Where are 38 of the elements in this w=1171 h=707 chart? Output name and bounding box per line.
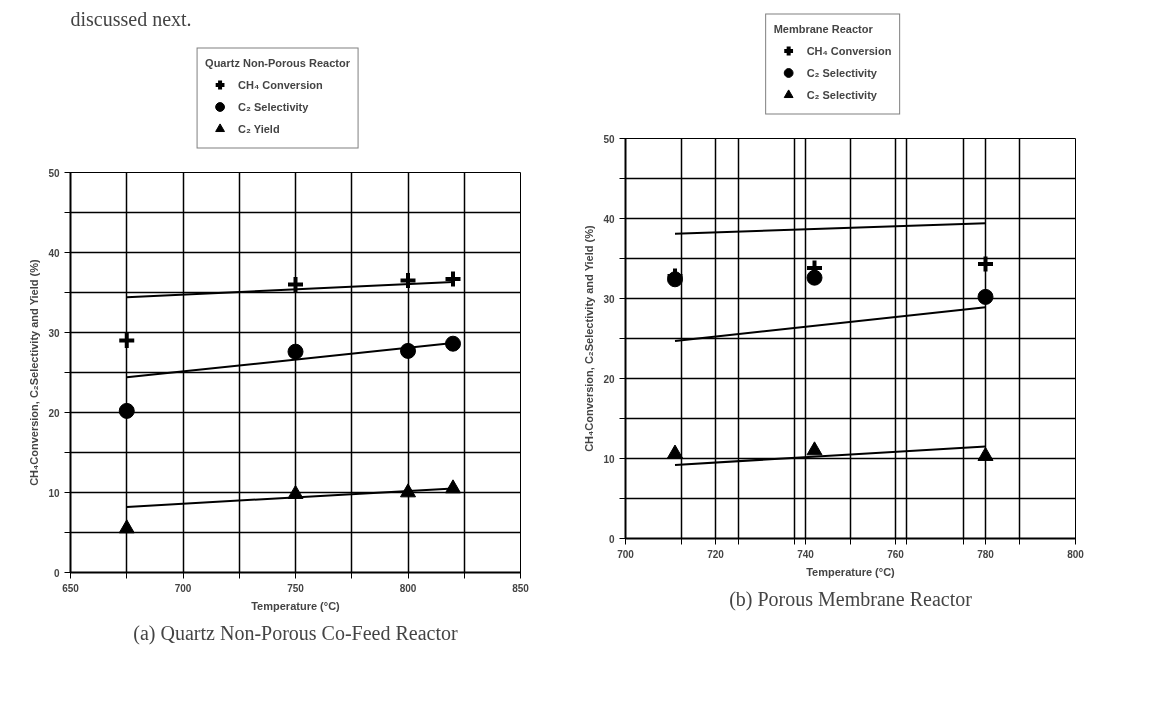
y-tick-label: 50 xyxy=(603,133,615,145)
x-tick-label: 800 xyxy=(399,582,417,594)
y-tick-label: 40 xyxy=(603,213,615,225)
legend-label: C₂ Selectivity xyxy=(806,87,877,103)
y-tick-label: 20 xyxy=(48,407,60,419)
y-tick-label: 30 xyxy=(48,327,60,339)
y-tick-label: 30 xyxy=(603,293,615,305)
x-tick-label: 720 xyxy=(707,548,725,560)
x-tick-label: 760 xyxy=(887,548,905,560)
y-tick-label: 50 xyxy=(48,167,60,179)
y-tick-label: 0 xyxy=(53,567,60,579)
y-tick-label: 0 xyxy=(608,533,615,545)
y-tick-label: 10 xyxy=(603,453,615,465)
x-tick-label: 700 xyxy=(174,582,192,594)
legend-label: CH₄ Conversion xyxy=(806,43,892,59)
legend-label: C₂ Selectivity xyxy=(238,99,309,115)
text: discussed next. xyxy=(70,7,192,30)
text: (a) Quartz Non-Porous Co-Feed Reactor xyxy=(133,621,459,645)
y-tick-label: 40 xyxy=(48,247,60,259)
x-tick-label: 750 xyxy=(287,582,305,594)
x-axis-title: Temperature (°C) xyxy=(806,565,896,578)
y-axis-title: CH₄Conversion, C₂Selectivity and Yield (%) xyxy=(28,259,41,486)
legend-label: CH₄ Conversion xyxy=(238,77,323,93)
legend-title: Quartz Non-Porous Reactor xyxy=(205,56,350,69)
x-axis-title: Temperature (°C) xyxy=(251,599,341,612)
x-tick-label: 650 xyxy=(62,582,80,594)
legend-title: Membrane Reactor xyxy=(773,22,874,35)
y-tick-label: 20 xyxy=(603,373,615,385)
x-tick-label: 740 xyxy=(797,548,815,560)
text: (b) Porous Membrane Reactor xyxy=(729,587,973,611)
legend-label: C₂ Selectivity xyxy=(806,65,877,81)
x-tick-label: 700 xyxy=(617,548,635,560)
y-axis-title: CH₄Conversion, C₂Selectivity and Yield (%) xyxy=(583,225,596,452)
x-tick-label: 850 xyxy=(512,582,530,594)
y-tick-label: 10 xyxy=(48,487,60,499)
x-tick-label: 800 xyxy=(1067,548,1085,560)
x-tick-label: 780 xyxy=(977,548,995,560)
legend-label: C₂ Yield xyxy=(238,121,280,137)
